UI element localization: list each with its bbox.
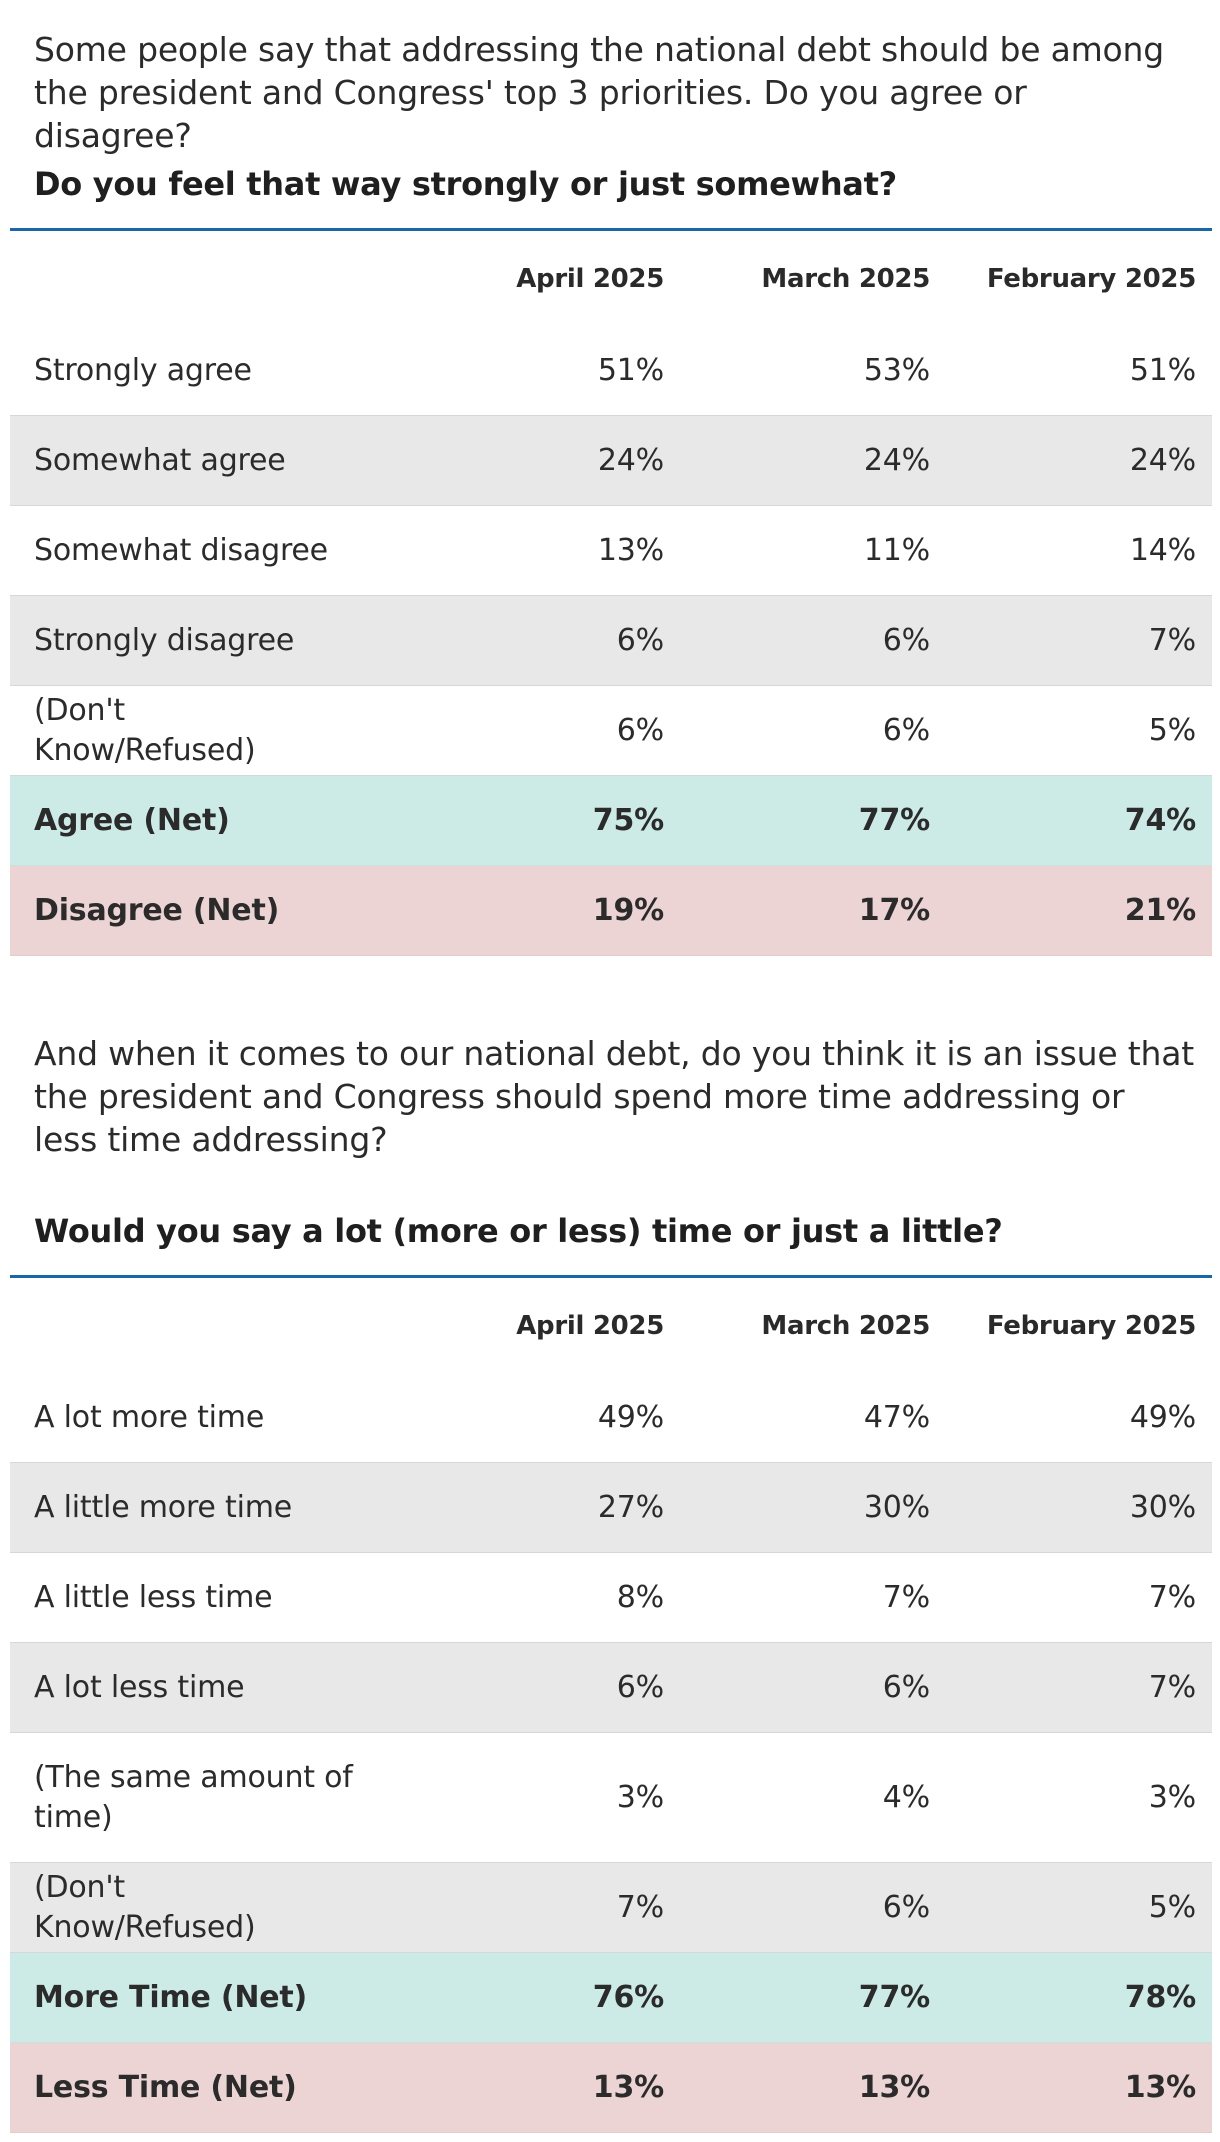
value-february: 5% <box>1148 713 1196 748</box>
table-row-net-agree: Agree (Net) 75% 77% 74% <box>10 776 1212 866</box>
column-header-february-2025: February 2025 <box>986 1311 1196 1341</box>
row-label: (Don't Know/Refused) <box>34 692 256 768</box>
value-march: 30% <box>863 1490 930 1525</box>
value-march: 6% <box>882 623 930 658</box>
row-label: (Don't Know/Refused) <box>34 1869 256 1945</box>
row-label: A little less time <box>34 1579 273 1615</box>
value-march: 13% <box>858 2070 930 2105</box>
value-march: 47% <box>863 1400 930 1435</box>
value-april: 8% <box>616 1580 664 1615</box>
row-label: Somewhat agree <box>34 442 286 478</box>
column-header-april-2025: April 2025 <box>516 264 664 294</box>
value-april: 13% <box>592 2070 664 2105</box>
value-march: 53% <box>863 353 930 388</box>
value-february: 3% <box>1148 1780 1196 1815</box>
value-april: 75% <box>592 803 664 838</box>
value-march: 4% <box>882 1780 930 1815</box>
question-1-text: Some people say that addressing the nati… <box>34 30 1165 155</box>
question-1-followup: Do you feel that way strongly or just so… <box>34 165 897 203</box>
row-label: (The same amount of time) <box>34 1759 353 1835</box>
table-row: Somewhat disagree 13% 11% 14% <box>10 506 1212 596</box>
value-april: 24% <box>597 443 664 478</box>
value-february: 51% <box>1129 353 1196 388</box>
value-march: 24% <box>863 443 930 478</box>
table-row: (The same amount of time) 3% 4% 3% <box>10 1733 1212 1863</box>
results-table-1: April 2025 March 2025 February 2025 Stro… <box>10 228 1212 956</box>
value-april: 13% <box>597 533 664 568</box>
value-march: 6% <box>882 1670 930 1705</box>
value-april: 51% <box>597 353 664 388</box>
table-row: A lot less time 6% 6% 7% <box>10 1643 1212 1733</box>
value-april: 27% <box>597 1490 664 1525</box>
row-label: Agree (Net) <box>34 802 230 838</box>
value-march: 17% <box>858 893 930 928</box>
value-march: 77% <box>858 1980 930 2015</box>
column-header-march-2025: March 2025 <box>761 264 930 294</box>
value-april: 6% <box>616 713 664 748</box>
table-row-net-disagree: Disagree (Net) 19% 17% 21% <box>10 866 1212 956</box>
question-2-followup: Would you say a lot (more or less) time … <box>34 1212 1003 1250</box>
value-april: 3% <box>616 1780 664 1815</box>
value-march: 77% <box>858 803 930 838</box>
row-label: More Time (Net) <box>34 1979 308 2015</box>
value-february: 7% <box>1148 623 1196 658</box>
row-label: Strongly agree <box>34 352 252 388</box>
row-label: A little more time <box>34 1489 293 1525</box>
table-row-net-more-time: More Time (Net) 76% 77% 78% <box>10 1953 1212 2043</box>
value-april: 49% <box>597 1400 664 1435</box>
table-row: Strongly disagree 6% 6% 7% <box>10 596 1212 686</box>
column-header-march-2025: March 2025 <box>761 1311 930 1341</box>
value-february: 14% <box>1129 533 1196 568</box>
value-february: 13% <box>1124 2070 1196 2105</box>
value-march: 11% <box>863 533 930 568</box>
value-april: 7% <box>616 1890 664 1925</box>
table-row: Strongly agree 51% 53% 51% <box>10 326 1212 416</box>
table-2-header: April 2025 March 2025 February 2025 <box>10 1278 1212 1373</box>
value-april: 6% <box>616 1670 664 1705</box>
value-march: 7% <box>882 1580 930 1615</box>
table-row: A little more time 27% 30% 30% <box>10 1463 1212 1553</box>
value-february: 49% <box>1129 1400 1196 1435</box>
row-label: A lot more time <box>34 1399 265 1435</box>
table-row: Somewhat agree 24% 24% 24% <box>10 416 1212 506</box>
value-february: 7% <box>1148 1670 1196 1705</box>
row-label: A lot less time <box>34 1669 245 1705</box>
row-label: Less Time (Net) <box>34 2069 297 2105</box>
value-february: 5% <box>1148 1890 1196 1925</box>
value-february: 7% <box>1148 1580 1196 1615</box>
question-2-text: And when it comes to our national debt, … <box>34 1034 1194 1159</box>
table-1-header: April 2025 March 2025 February 2025 <box>10 231 1212 326</box>
value-march: 6% <box>882 1890 930 1925</box>
table-row: (Don't Know/Refused) 7% 6% 5% <box>10 1863 1212 1953</box>
value-april: 76% <box>592 1980 664 2015</box>
value-february: 21% <box>1124 893 1196 928</box>
row-label: Somewhat disagree <box>34 532 328 568</box>
table-row: A lot more time 49% 47% 49% <box>10 1373 1212 1463</box>
value-february: 30% <box>1129 1490 1196 1525</box>
results-table-2: April 2025 March 2025 February 2025 A lo… <box>10 1275 1212 2133</box>
table-row: A little less time 8% 7% 7% <box>10 1553 1212 1643</box>
table-row-net-less-time: Less Time (Net) 13% 13% 13% <box>10 2043 1212 2133</box>
value-february: 74% <box>1124 803 1196 838</box>
table-row: (Don't Know/Refused) 6% 6% 5% <box>10 686 1212 776</box>
value-april: 6% <box>616 623 664 658</box>
value-february: 24% <box>1129 443 1196 478</box>
value-april: 19% <box>592 893 664 928</box>
value-february: 78% <box>1124 1980 1196 2015</box>
row-label: Strongly disagree <box>34 622 295 658</box>
column-header-february-2025: February 2025 <box>986 264 1196 294</box>
value-march: 6% <box>882 713 930 748</box>
column-header-april-2025: April 2025 <box>516 1311 664 1341</box>
row-label: Disagree (Net) <box>34 892 280 928</box>
